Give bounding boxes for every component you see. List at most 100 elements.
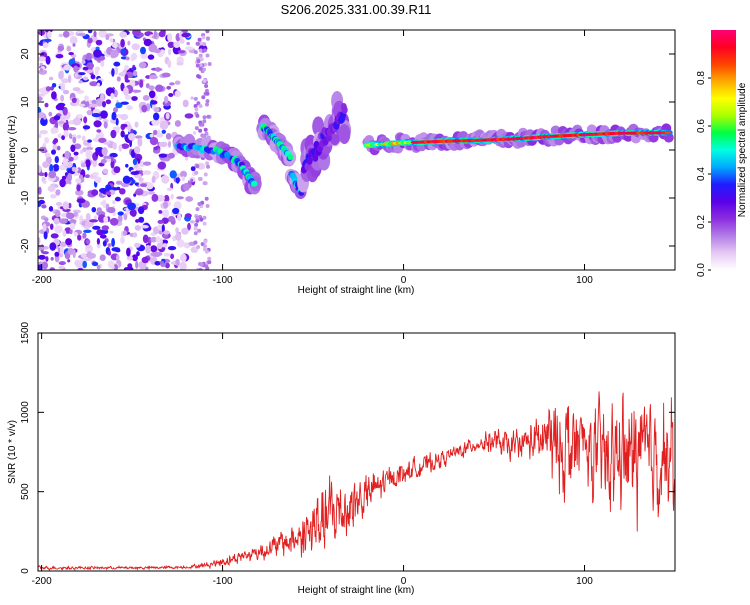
- noise-spot: [110, 92, 115, 100]
- noise-spot: [48, 111, 53, 117]
- noise-spot: [174, 120, 181, 127]
- noise-spot: [112, 142, 117, 150]
- noise-spot: [187, 222, 191, 231]
- noise-spot: [99, 254, 106, 261]
- noise-spot: [142, 170, 152, 175]
- y-tick-label: 0: [20, 147, 31, 153]
- noise-spot: [101, 229, 109, 235]
- noise-spot: [105, 184, 112, 191]
- noise-spot: [158, 230, 163, 235]
- noise-spot: [109, 230, 114, 234]
- noise-spot: [39, 146, 47, 152]
- noise-spot: [102, 240, 107, 247]
- noise-spot: [204, 131, 209, 136]
- noise-spot: [170, 193, 174, 200]
- noise-spot: [195, 63, 200, 68]
- noise-spot: [80, 162, 87, 168]
- noise-spot: [91, 113, 101, 118]
- noise-spot: [180, 170, 187, 178]
- noise-spot: [164, 262, 170, 269]
- noise-spot: [134, 190, 143, 195]
- noise-spot: [87, 251, 92, 257]
- noise-spot: [120, 48, 126, 55]
- noise-spot: [75, 178, 82, 184]
- noise-spot: [158, 153, 168, 158]
- noise-spot: [45, 86, 51, 92]
- noise-spot: [76, 198, 86, 204]
- noise-spot: [62, 201, 69, 210]
- noise-spot: [95, 46, 100, 51]
- noise-spot: [174, 80, 181, 85]
- spectrogram-y-label: Frequency (Hz): [7, 116, 18, 185]
- noise-spot: [184, 213, 192, 219]
- noise-spot: [137, 206, 145, 215]
- noise-spot: [50, 233, 59, 239]
- noise-spot: [206, 36, 210, 41]
- noise-spot: [179, 31, 184, 40]
- noise-spot: [44, 137, 50, 144]
- noise-spot: [186, 41, 190, 46]
- colorbar: 0.0 0.2 0.4 0.6 0.8 Normalized spectral ampl…: [696, 30, 748, 277]
- noise-spot: [93, 215, 98, 220]
- noise-spot: [205, 99, 210, 104]
- noise-spot: [85, 239, 91, 245]
- noise-spot: [205, 266, 210, 270]
- colorbar-tick-label: 0.8: [696, 71, 707, 85]
- noise-spot: [115, 102, 123, 109]
- page-title: S206.2025.331.00.39.R11: [281, 2, 432, 17]
- noise-spot: [138, 216, 145, 223]
- noise-spot: [127, 40, 131, 46]
- noise-spot: [87, 37, 93, 44]
- main-band-core: [664, 131, 671, 135]
- noise-spot: [202, 181, 207, 186]
- noise-spot: [138, 61, 147, 69]
- noise-spot: [113, 166, 121, 174]
- noise-spot: [181, 227, 189, 235]
- y-tick-label: 20: [20, 48, 31, 60]
- noise-spot: [202, 67, 206, 72]
- noise-spot: [132, 89, 142, 93]
- noise-spot: [158, 210, 163, 214]
- colorbar-tick-label: 0.6: [696, 119, 707, 133]
- noise-spot: [107, 207, 116, 214]
- colorbar-label: Normalized spectral amplitude: [737, 82, 748, 217]
- noise-spot: [116, 76, 121, 82]
- noise-spot: [157, 224, 164, 231]
- noise-spot: [190, 220, 195, 224]
- noise-spot: [89, 219, 99, 223]
- noise-spot: [195, 41, 200, 46]
- noise-spot: [62, 106, 68, 116]
- noise-spot: [57, 45, 65, 52]
- noise-spot: [136, 251, 140, 257]
- noise-spot: [91, 207, 97, 213]
- noise-spot: [42, 161, 50, 169]
- noise-spot: [129, 209, 137, 217]
- noise-spot: [67, 74, 72, 84]
- noise-spot: [72, 249, 76, 259]
- noise-spot: [199, 57, 204, 62]
- noise-spot: [167, 215, 175, 223]
- noise-spot: [196, 245, 201, 249]
- noise-spot: [119, 31, 128, 38]
- noise-spot: [69, 228, 73, 235]
- noise-spot: [118, 144, 123, 152]
- x-tick-label: -100: [213, 576, 233, 587]
- noise-spot: [40, 117, 48, 126]
- spectrogram-x-label: Height of straight line (km): [298, 285, 415, 296]
- noise-spot: [195, 164, 200, 169]
- x-tick-label: -100: [213, 275, 233, 286]
- noise-spot: [173, 41, 181, 48]
- noise-spot: [85, 149, 93, 159]
- noise-spot: [57, 133, 63, 139]
- noise-spot: [198, 176, 202, 181]
- noise-spot: [163, 95, 169, 104]
- noise-spot: [153, 106, 160, 113]
- noise-spot: [86, 62, 94, 70]
- noise-spot: [81, 60, 86, 64]
- noise-spot: [93, 30, 97, 38]
- noise-spot: [44, 102, 49, 108]
- noise-spot: [177, 50, 186, 54]
- noise-spot: [130, 179, 136, 185]
- noise-spot: [122, 230, 128, 236]
- noise-spot: [75, 262, 82, 268]
